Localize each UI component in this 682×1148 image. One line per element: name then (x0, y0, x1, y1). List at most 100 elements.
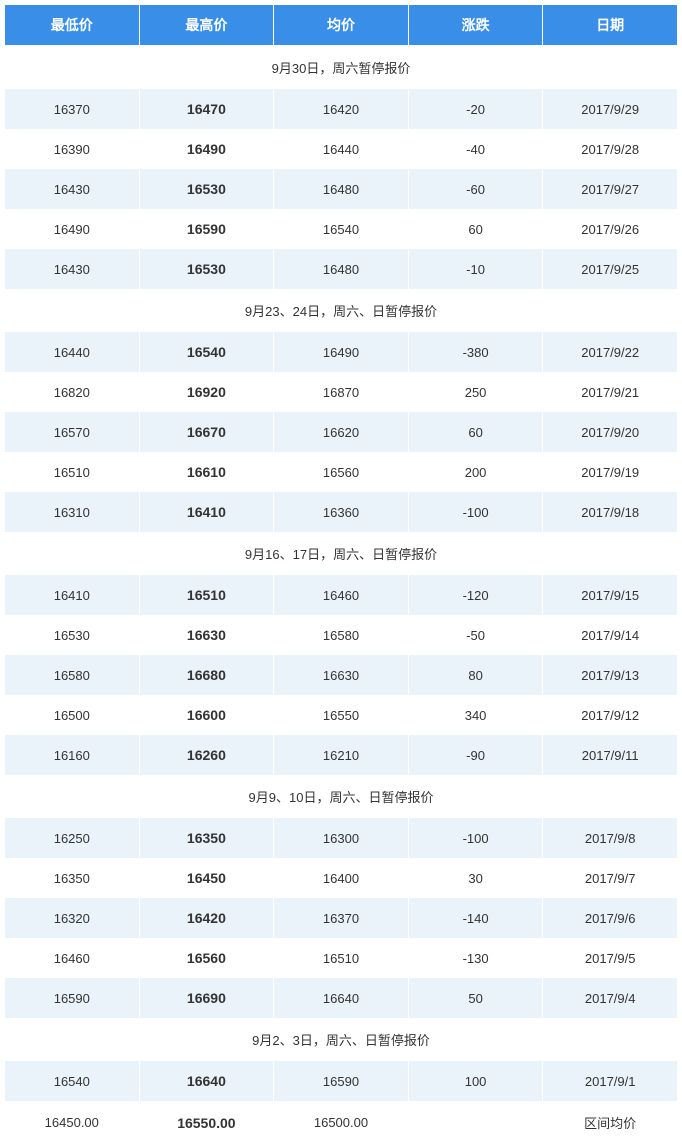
table-row: 1654016640165901002017/9/1 (5, 1061, 678, 1101)
col-date: 日期 (543, 5, 678, 46)
cell-avg: 16580 (274, 615, 409, 655)
cell-low: 16460 (5, 938, 140, 978)
cell-date: 2017/9/13 (543, 655, 678, 695)
cell-chg: 60 (408, 209, 543, 249)
cell-high: 16610 (139, 452, 274, 492)
table-row: 163701647016420-202017/9/29 (5, 89, 678, 129)
cell-high: 16670 (139, 412, 274, 452)
cell-low: 16540 (5, 1061, 140, 1101)
cell-date: 2017/9/21 (543, 372, 678, 412)
cell-date: 2017/9/20 (543, 412, 678, 452)
table-row: 164301653016480-102017/9/25 (5, 249, 678, 289)
cell-chg: -120 (408, 575, 543, 615)
note-row: 9月30日，周六暂停报价 (5, 46, 678, 90)
cell-low: 16510 (5, 452, 140, 492)
cell-chg: 60 (408, 412, 543, 452)
cell-low: 16320 (5, 898, 140, 938)
cell-avg: 16400 (274, 858, 409, 898)
cell-date: 2017/9/18 (543, 492, 678, 532)
cell-date: 2017/9/28 (543, 129, 678, 169)
cell-date: 2017/9/1 (543, 1061, 678, 1101)
table-body: 9月30日，周六暂停报价163701647016420-202017/9/291… (5, 46, 678, 1145)
note-row: 9月9、10日，周六、日暂停报价 (5, 775, 678, 818)
cell-avg: 16640 (274, 978, 409, 1018)
cell-low: 16440 (5, 332, 140, 372)
cell-low: 16430 (5, 249, 140, 289)
cell-chg: -100 (408, 818, 543, 858)
cell-chg: -50 (408, 615, 543, 655)
table-row: 164301653016480-602017/9/27 (5, 169, 678, 209)
cell-low: 16580 (5, 655, 140, 695)
cell-low: 16500 (5, 695, 140, 735)
cell-avg: 16480 (274, 169, 409, 209)
table-row: 163901649016440-402017/9/28 (5, 129, 678, 169)
cell-high: 16410 (139, 492, 274, 532)
cell-chg: -20 (408, 89, 543, 129)
cell-avg: 16500.00 (274, 1101, 409, 1144)
cell-avg: 16370 (274, 898, 409, 938)
col-avg: 均价 (274, 5, 409, 46)
cell-low: 16490 (5, 209, 140, 249)
cell-chg: -40 (408, 129, 543, 169)
col-high: 最高价 (139, 5, 274, 46)
table-row: 165301663016580-502017/9/14 (5, 615, 678, 655)
cell-chg: -10 (408, 249, 543, 289)
cell-avg: 16510 (274, 938, 409, 978)
note-cell: 9月23、24日，周六、日暂停报价 (5, 289, 678, 332)
cell-low: 16310 (5, 492, 140, 532)
note-cell: 9月16、17日，周六、日暂停报价 (5, 532, 678, 575)
cell-low: 16820 (5, 372, 140, 412)
cell-high: 16690 (139, 978, 274, 1018)
cell-date: 2017/9/4 (543, 978, 678, 1018)
cell-date: 区间均价 (543, 1101, 678, 1144)
table-row: 163501645016400302017/9/7 (5, 858, 678, 898)
cell-chg: -60 (408, 169, 543, 209)
table-row: 165801668016630802017/9/13 (5, 655, 678, 695)
table-row: 164101651016460-1202017/9/15 (5, 575, 678, 615)
cell-low: 16530 (5, 615, 140, 655)
cell-date: 2017/9/5 (543, 938, 678, 978)
cell-avg: 16870 (274, 372, 409, 412)
cell-date: 2017/9/6 (543, 898, 678, 938)
note-cell: 9月2、3日，周六、日暂停报价 (5, 1018, 678, 1061)
cell-high: 16600 (139, 695, 274, 735)
note-row: 9月16、17日，周六、日暂停报价 (5, 532, 678, 575)
cell-low: 16570 (5, 412, 140, 452)
cell-chg (408, 1101, 543, 1144)
cell-low: 16590 (5, 978, 140, 1018)
cell-chg: 80 (408, 655, 543, 695)
col-low: 最低价 (5, 5, 140, 46)
table-row: 161601626016210-902017/9/11 (5, 735, 678, 775)
cell-avg: 16300 (274, 818, 409, 858)
table-row: 165901669016640502017/9/4 (5, 978, 678, 1018)
cell-high: 16420 (139, 898, 274, 938)
table-row: 164401654016490-3802017/9/22 (5, 332, 678, 372)
cell-high: 16630 (139, 615, 274, 655)
cell-avg: 16590 (274, 1061, 409, 1101)
table-row: 1651016610165602002017/9/19 (5, 452, 678, 492)
table-row: 1682016920168702502017/9/21 (5, 372, 678, 412)
table-row: 1650016600165503402017/9/12 (5, 695, 678, 735)
cell-date: 2017/9/26 (543, 209, 678, 249)
cell-avg: 16360 (274, 492, 409, 532)
cell-date: 2017/9/14 (543, 615, 678, 655)
table-row: 16450.0016550.0016500.00区间均价 (5, 1101, 678, 1144)
cell-date: 2017/9/22 (543, 332, 678, 372)
cell-avg: 16540 (274, 209, 409, 249)
cell-high: 16530 (139, 169, 274, 209)
note-row: 9月2、3日，周六、日暂停报价 (5, 1018, 678, 1061)
cell-date: 2017/9/8 (543, 818, 678, 858)
cell-chg: -90 (408, 735, 543, 775)
cell-avg: 16620 (274, 412, 409, 452)
table-row: 164601656016510-1302017/9/5 (5, 938, 678, 978)
cell-low: 16370 (5, 89, 140, 129)
table-row: 163101641016360-1002017/9/18 (5, 492, 678, 532)
cell-high: 16590 (139, 209, 274, 249)
cell-high: 16450 (139, 858, 274, 898)
cell-high: 16470 (139, 89, 274, 129)
table-header-row: 最低价 最高价 均价 涨跌 日期 (5, 5, 678, 46)
cell-avg: 16420 (274, 89, 409, 129)
table-row: 163201642016370-1402017/9/6 (5, 898, 678, 938)
cell-high: 16560 (139, 938, 274, 978)
cell-high: 16920 (139, 372, 274, 412)
